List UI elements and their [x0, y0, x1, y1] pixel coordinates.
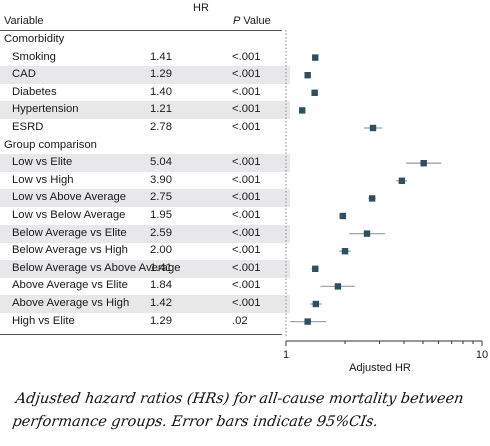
- row-label: Smoking: [12, 50, 56, 63]
- row-label: Low vs Above Average: [12, 191, 127, 204]
- x-tick-label: 1: [283, 349, 289, 361]
- p-value: <.001: [232, 85, 261, 98]
- section-header-row: Group comparison: [0, 137, 290, 155]
- hr-value: 1.42: [150, 297, 172, 309]
- hr-value: 2.75: [150, 191, 172, 204]
- hr-value: 2.78: [150, 121, 172, 133]
- hr-value: 1.95: [150, 209, 172, 221]
- row-label: Hypertension: [12, 103, 79, 116]
- hr-marker: [312, 54, 319, 61]
- hr-value: 1.41: [150, 261, 172, 274]
- row-label: Below Average vs High: [12, 244, 128, 257]
- hr-marker: [363, 230, 371, 237]
- p-value: <.001: [232, 226, 261, 239]
- hr-marker: [398, 177, 406, 184]
- hr-value: 1.29: [150, 68, 172, 81]
- p-value: <.001: [232, 297, 261, 309]
- p-value-column-header: P Value: [233, 15, 271, 27]
- p-value: <.001: [232, 261, 261, 274]
- row-label: ESRD: [12, 121, 44, 133]
- p-value: <.001: [232, 50, 261, 63]
- x-axis-label: Adjusted HR: [349, 362, 411, 374]
- p-value: <.001: [232, 191, 261, 204]
- p-value: .02: [232, 314, 248, 327]
- table-row: Low vs Elite 5.04 <.001: [0, 154, 290, 173]
- row-label: Above Average vs Elite: [12, 279, 128, 292]
- hr-value: 1.84: [150, 279, 172, 292]
- table-row: Below Average vs Above Average 1.41 <.001: [0, 259, 290, 278]
- table-row: Diabetes 1.40 <.001: [0, 84, 290, 102]
- hr-marker: [368, 195, 376, 202]
- p-value: <.001: [232, 121, 261, 133]
- table-row: Low vs High 3.90 <.001: [0, 172, 290, 190]
- table-row: Low vs Above Average 2.75 <.001: [0, 189, 290, 208]
- hr-value: 2.00: [150, 244, 172, 257]
- table-row: CAD 1.29 <.001: [0, 66, 290, 85]
- table-row: Below Average vs High 2.00 <.001: [0, 242, 290, 260]
- p-value: <.001: [232, 156, 261, 169]
- hr-value: 1.29: [150, 314, 172, 327]
- hr-marker: [304, 72, 311, 79]
- row-label: Diabetes: [12, 85, 57, 98]
- table-row: Smoking 1.41 <.001: [0, 49, 290, 67]
- p-value: <.001: [232, 173, 261, 186]
- table-row: Hypertension 1.21 <.001: [0, 101, 290, 120]
- table-row: Below Average vs Elite 2.59 <.001: [0, 224, 290, 243]
- hr-value: 1.41: [150, 50, 172, 63]
- header-rule: [0, 30, 282, 31]
- forest-plot-area: 1 10 Adjusted HR: [283, 30, 488, 374]
- hr-value: 1.40: [150, 85, 172, 98]
- figure-caption: Adjusted hazard ratios (HRs) for all-cau…: [11, 391, 465, 430]
- row-label: High vs Elite: [12, 314, 75, 327]
- hr-marker: [420, 160, 427, 167]
- hr-marker: [299, 107, 306, 114]
- table-row: ESRD 2.78 <.001: [0, 119, 290, 137]
- p-value: <.001: [232, 209, 261, 221]
- table-row: Above Average vs Elite 1.84 <.001: [0, 277, 290, 295]
- hr-marker: [334, 283, 342, 290]
- p-value-header-text: P Value: [233, 15, 271, 27]
- variable-column-header: Variable: [4, 15, 44, 27]
- row-label: CAD: [12, 68, 36, 81]
- hr-marker: [339, 212, 347, 220]
- x-tick-label: 10: [476, 349, 488, 361]
- hr-marker: [341, 248, 349, 255]
- row-label: Low vs Elite: [12, 156, 73, 169]
- section-header-row: Comorbidity: [0, 31, 290, 49]
- hr-value: 5.04: [150, 156, 172, 169]
- row-label: Below Average vs Above Average: [12, 261, 181, 274]
- hr-value: 2.59: [150, 226, 172, 239]
- hr-marker: [311, 89, 318, 96]
- p-value: <.001: [232, 68, 261, 81]
- p-value: <.001: [232, 244, 261, 257]
- row-label: Above Average vs High: [12, 297, 130, 309]
- table-row: Low vs Below Average 1.95 <.001: [0, 207, 290, 225]
- hr-column-header: HR: [193, 2, 209, 14]
- hr-marker: [369, 124, 377, 132]
- p-value: <.001: [232, 279, 261, 292]
- table-row: High vs Elite 1.29 .02: [0, 313, 290, 331]
- hr-marker: [304, 318, 311, 325]
- section-label: Group comparison: [4, 138, 97, 151]
- table-row: Above Average vs High 1.42 <.001: [0, 295, 290, 313]
- p-value: <.001: [232, 103, 261, 116]
- row-label: Below Average vs Elite: [12, 226, 127, 239]
- hr-value: 1.21: [150, 103, 172, 116]
- hr-marker: [312, 265, 319, 272]
- hr-value: 3.90: [150, 173, 172, 186]
- section-label: Comorbidity: [4, 33, 65, 45]
- bottom-rule: [0, 334, 282, 335]
- hr-marker: [312, 300, 320, 308]
- row-label: Low vs High: [12, 173, 74, 186]
- row-label: Low vs Below Average: [12, 209, 126, 221]
